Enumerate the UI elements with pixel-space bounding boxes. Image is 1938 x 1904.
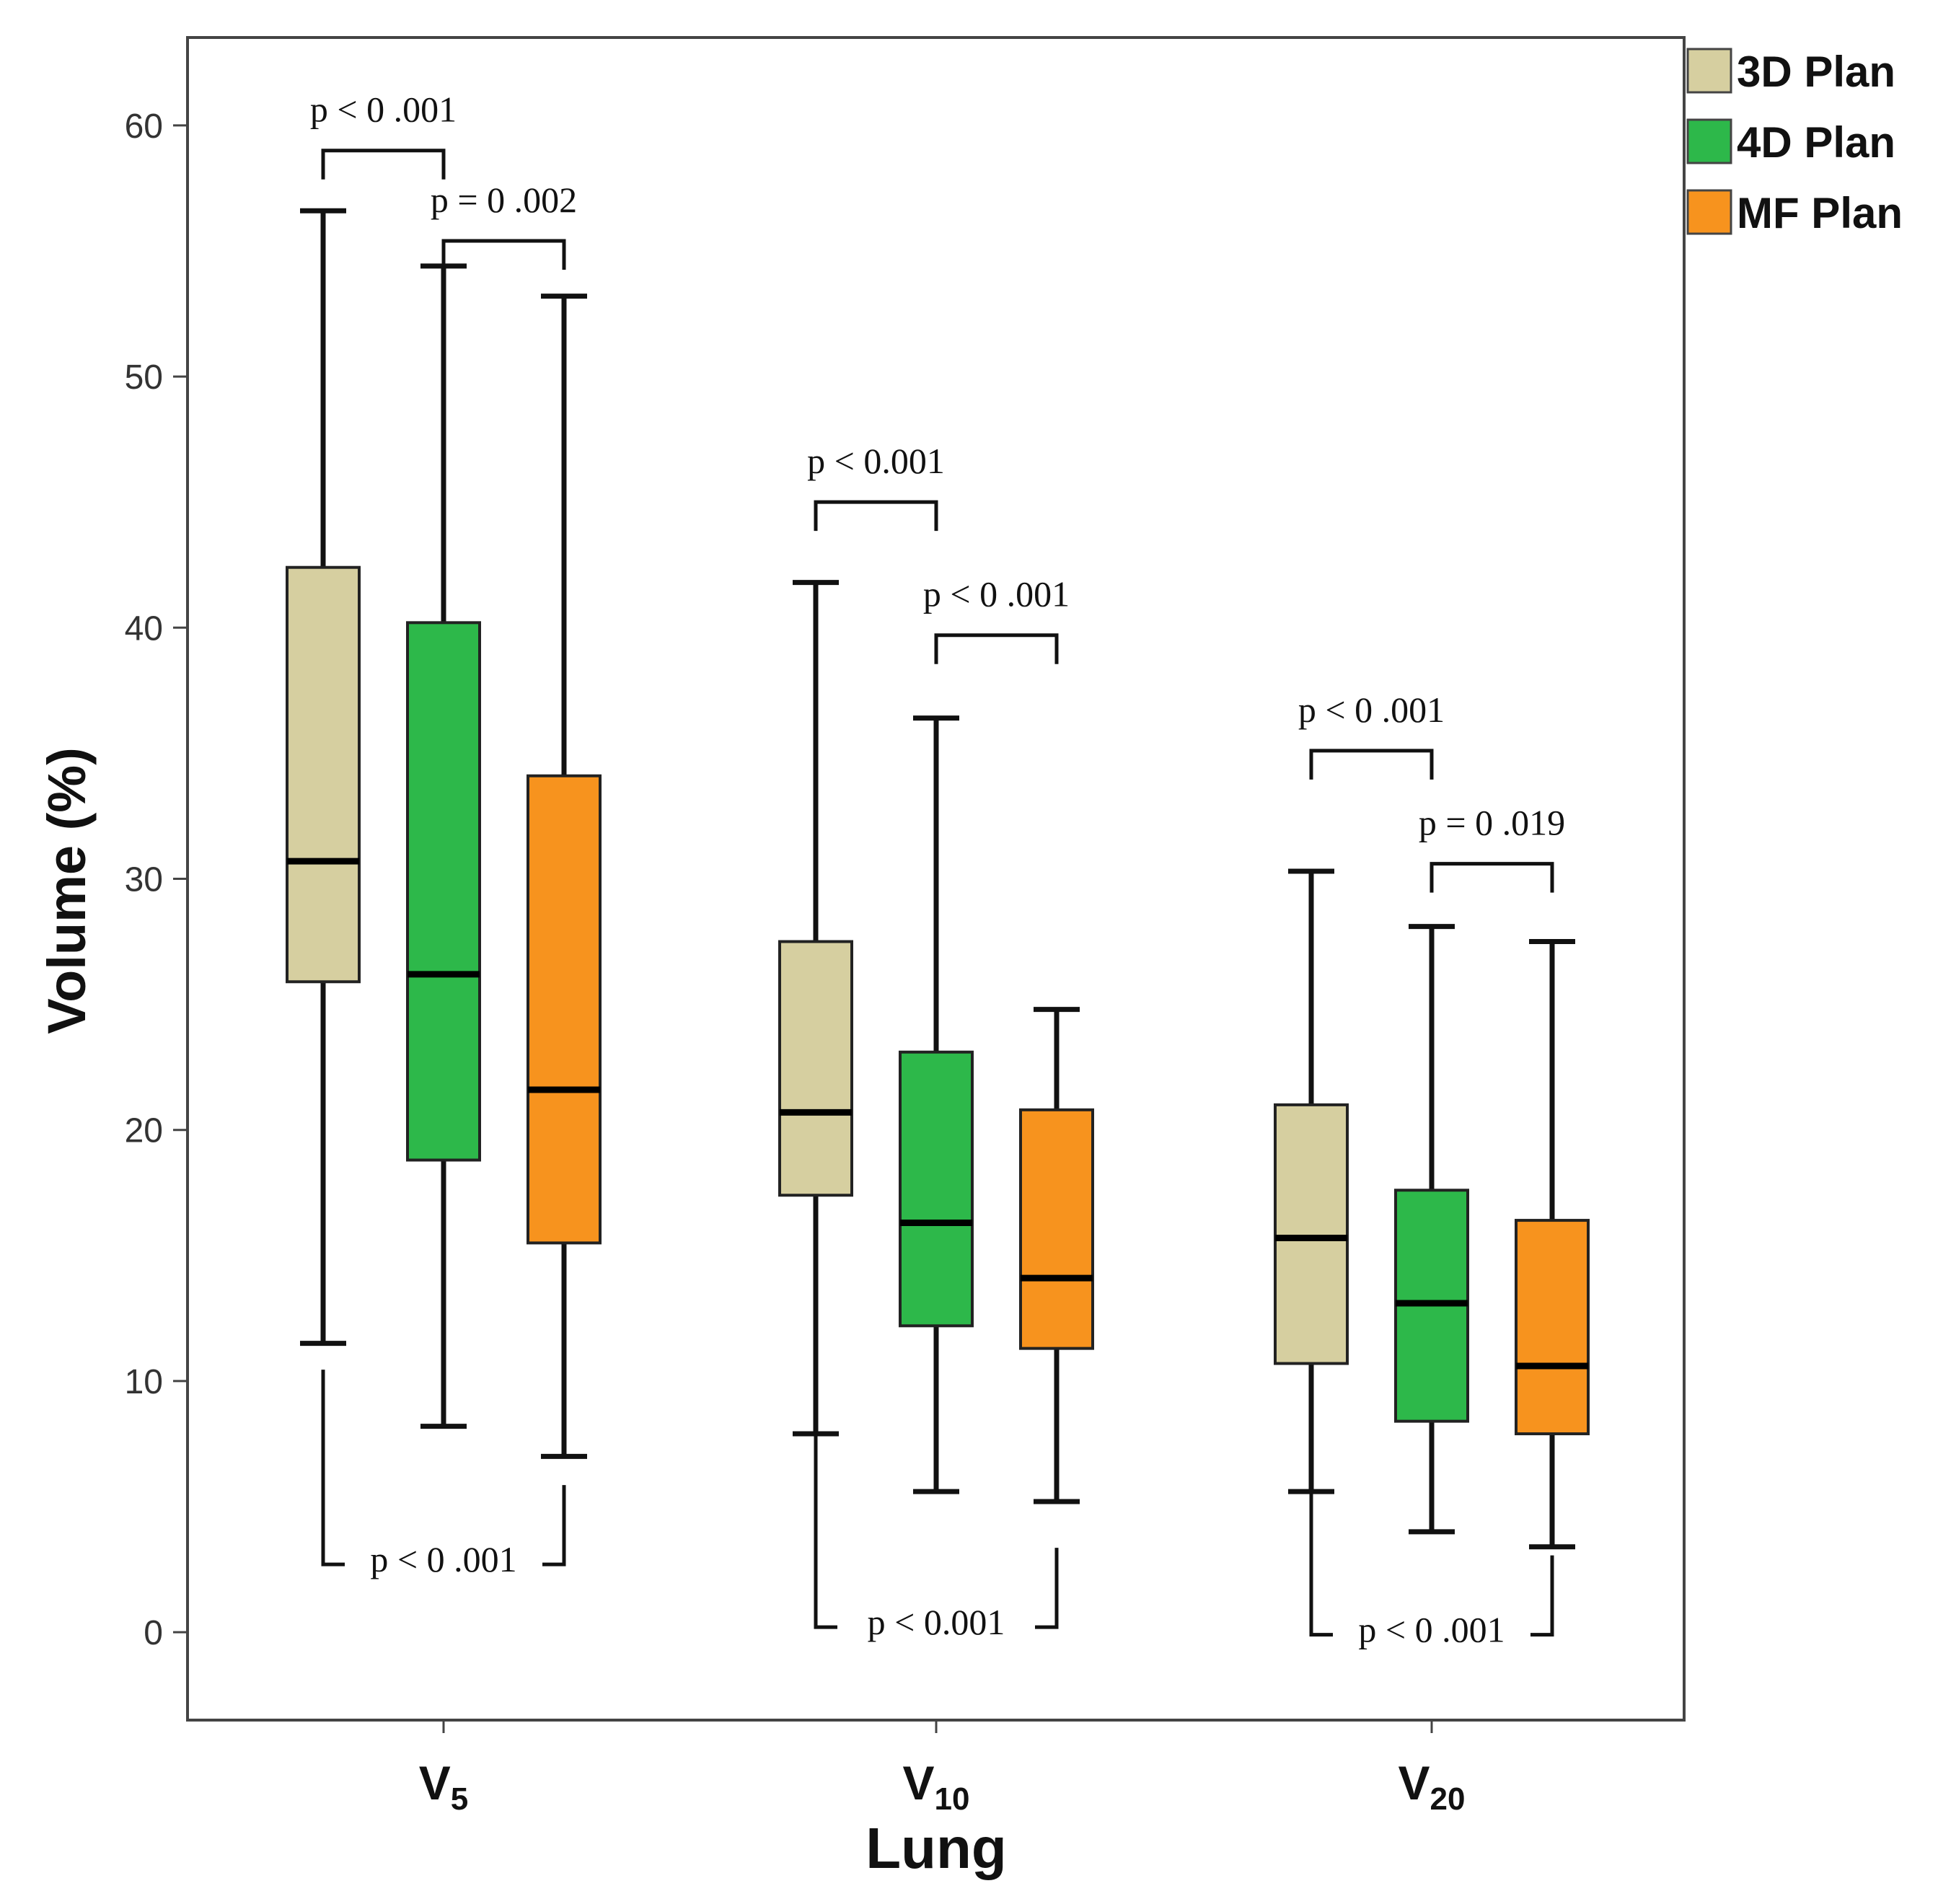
y-tick-label: 30 [125,861,163,899]
iqr-box [406,621,481,1162]
x-category-subscript: 20 [1430,1781,1466,1817]
bracket-line [934,633,1059,664]
y-tick-label: 40 [125,609,163,648]
bracket-left-leg [1309,1440,1333,1637]
significance-label: p < 0.001 [807,441,945,481]
y-tick-label: 50 [125,358,163,397]
bracket-right-leg [542,1485,566,1566]
iqr-box [1515,1219,1590,1436]
x-category-label: V5 [419,1756,469,1817]
legend-label: MF Plan [1737,189,1903,237]
bracket-right-leg [1035,1548,1059,1629]
box-mf-plan [1019,1007,1094,1504]
bracket-line [814,500,938,532]
x-category-main: V [419,1756,451,1810]
significance-bracket: p < 0 .001 [310,89,457,180]
box-mf-plan [1515,939,1590,1550]
iqr-box [899,1050,974,1328]
significance-bracket: p < 0 .001 [1298,689,1445,780]
x-category-label: V10 [903,1756,970,1817]
significance-bracket: p < 0 .001 [923,574,1070,664]
bracket-left-leg [814,1432,837,1629]
significance-bracket: p < 0.001 [814,1432,1059,1642]
x-category-subscript: 10 [935,1781,970,1817]
significance-label: p < 0 .001 [1298,689,1445,730]
significance-label: p = 0 .019 [1419,803,1565,843]
x-category-main: V [903,1756,935,1810]
box-4d-plan [1394,924,1469,1535]
x-category-main: V [1399,1756,1430,1810]
iqr-box [778,940,853,1197]
box-3d-plan [286,208,361,1347]
legend: 3D Plan 4D Plan MF Plan [1686,48,1903,237]
significance-label: p < 0 .001 [1358,1610,1505,1650]
significance-annotations: p < 0 .001 p = 0 .002 p < 0 .001 p < 0.001 p… [310,89,1565,1650]
y-axis-title: Volume (%) [37,747,97,1033]
bracket-line [441,239,566,270]
iqr-box [1019,1108,1094,1350]
significance-label: p < 0 .001 [370,1539,516,1579]
significance-bracket: p = 0 .019 [1419,803,1565,893]
iqr-box [286,565,361,984]
y-tick-label: 0 [144,1614,163,1652]
bracket-right-leg [1530,1555,1554,1637]
y-axis: 0 10 20 30 40 50 60 [125,107,188,1652]
x-category-label: V20 [1399,1756,1466,1817]
box-4d-plan [406,263,481,1429]
box-series [286,208,1590,1550]
significance-bracket: p = 0 .002 [431,180,577,270]
x-category-subscript: 5 [451,1781,468,1817]
significance-bracket: p < 0 .001 [321,1370,566,1579]
legend-swatch [1686,189,1732,235]
iqr-box [527,774,602,1245]
legend-label: 3D Plan [1737,48,1895,96]
y-tick-label: 10 [125,1363,163,1401]
significance-label: p < 0.001 [868,1602,1005,1642]
bracket-line [1430,862,1554,893]
bracket-line [321,149,446,180]
box-3d-plan [1274,868,1349,1494]
bracket-line [1309,749,1434,780]
box-4d-plan [899,715,974,1494]
box-mf-plan [527,294,602,1459]
significance-label: p < 0 .001 [310,89,457,130]
legend-swatch [1686,48,1732,94]
legend-label: 4D Plan [1737,118,1895,167]
y-tick-label: 20 [125,1112,163,1150]
significance-label: p < 0 .001 [923,574,1070,614]
y-tick-label: 60 [125,107,163,146]
x-axis: V5 V10 V20 [419,1720,1466,1817]
legend-swatch [1686,118,1732,164]
bracket-left-leg [321,1370,345,1566]
box-3d-plan [778,580,853,1437]
x-axis-title: Lung [866,1816,1006,1880]
significance-label: p = 0 .002 [431,180,577,220]
significance-bracket: p < 0.001 [807,441,945,532]
significance-bracket: p < 0 .001 [1309,1440,1554,1650]
iqr-box [1274,1103,1349,1365]
